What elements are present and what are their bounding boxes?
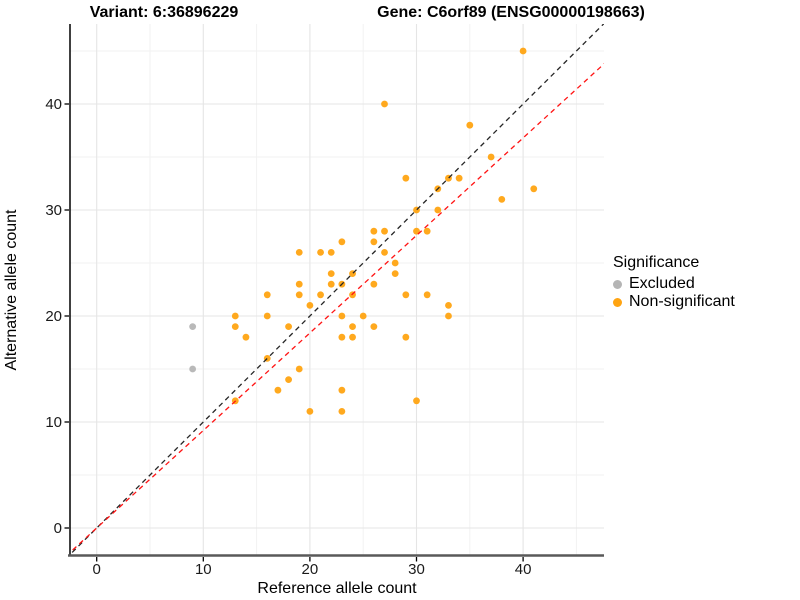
data-point bbox=[413, 227, 420, 235]
y-tick-label: 10 bbox=[45, 414, 62, 431]
data-point bbox=[498, 196, 506, 203]
data-point bbox=[306, 302, 314, 309]
data-point bbox=[381, 100, 388, 108]
x-tick-label: 30 bbox=[408, 561, 425, 578]
x-tick-label: 20 bbox=[301, 561, 319, 578]
data-point bbox=[455, 174, 463, 182]
variant-title: Variant: 6:36896229 bbox=[89, 4, 239, 21]
legend-title: Significance bbox=[613, 254, 700, 271]
data-point bbox=[242, 333, 250, 341]
gene-title: Gene: C6orf89 (ENSG00000198663) bbox=[377, 4, 645, 21]
data-point bbox=[317, 249, 324, 256]
data-point bbox=[306, 408, 314, 415]
data-point bbox=[519, 47, 527, 55]
data-point bbox=[274, 386, 282, 394]
x-tick-label: 40 bbox=[514, 561, 532, 578]
legend-item-label: Non-significant bbox=[629, 293, 735, 310]
data-point bbox=[413, 397, 420, 405]
data-point bbox=[285, 323, 292, 330]
data-point bbox=[327, 249, 335, 256]
data-point bbox=[263, 291, 271, 299]
data-point bbox=[434, 206, 442, 214]
y-tick-label: 40 bbox=[45, 96, 62, 113]
data-point bbox=[338, 386, 346, 394]
data-point bbox=[189, 365, 197, 373]
legend-item-label: Excluded bbox=[629, 275, 695, 292]
data-point bbox=[381, 249, 388, 256]
expected-ratio-line bbox=[70, 63, 604, 554]
data-point bbox=[466, 121, 474, 129]
data-point bbox=[423, 227, 431, 235]
data-point bbox=[349, 323, 356, 330]
y-tick-label: 0 bbox=[53, 520, 62, 537]
legend-item: Excluded bbox=[613, 275, 735, 293]
data-point bbox=[370, 323, 378, 330]
y-axis-title: Alternative allele count bbox=[3, 209, 20, 371]
data-point bbox=[423, 291, 431, 299]
data-point bbox=[359, 312, 367, 320]
data-point bbox=[445, 302, 452, 309]
data-point bbox=[285, 376, 292, 383]
data-point bbox=[338, 238, 346, 246]
x-axis-title: Reference allele count bbox=[257, 580, 417, 597]
data-point bbox=[317, 291, 324, 299]
data-point bbox=[338, 312, 346, 320]
x-tick-label: 0 bbox=[92, 561, 101, 578]
data-point bbox=[231, 312, 239, 320]
legend: Significance Excluded Non-significant bbox=[613, 254, 735, 311]
identity-line bbox=[70, 24, 604, 556]
data-point bbox=[391, 270, 399, 277]
data-point bbox=[295, 291, 303, 299]
legend-key-dot-icon bbox=[613, 279, 622, 289]
data-point bbox=[381, 227, 388, 235]
data-point bbox=[189, 323, 197, 330]
data-point bbox=[338, 408, 346, 415]
data-point bbox=[402, 333, 410, 341]
data-point bbox=[402, 291, 410, 299]
data-point bbox=[295, 249, 303, 256]
data-point bbox=[231, 323, 239, 330]
y-tick-label: 30 bbox=[45, 202, 62, 219]
data-point bbox=[295, 365, 303, 373]
data-point bbox=[263, 312, 271, 320]
data-point bbox=[530, 185, 538, 193]
data-point bbox=[327, 280, 335, 288]
data-point bbox=[391, 259, 399, 267]
legend-items: Excluded Non-significant bbox=[613, 275, 735, 311]
data-point bbox=[370, 238, 378, 246]
data-point bbox=[338, 333, 346, 341]
data-point bbox=[295, 280, 303, 288]
data-point bbox=[370, 227, 378, 235]
data-point bbox=[487, 153, 495, 161]
x-tick-label: 10 bbox=[194, 561, 212, 578]
legend-item: Non-significant bbox=[613, 293, 735, 311]
data-point bbox=[327, 270, 335, 277]
data-point bbox=[370, 280, 378, 288]
y-tick-label: 20 bbox=[45, 308, 62, 325]
legend-key-dot-icon bbox=[613, 297, 622, 307]
data-point bbox=[445, 312, 452, 320]
data-point bbox=[402, 174, 410, 182]
data-point bbox=[349, 333, 356, 341]
